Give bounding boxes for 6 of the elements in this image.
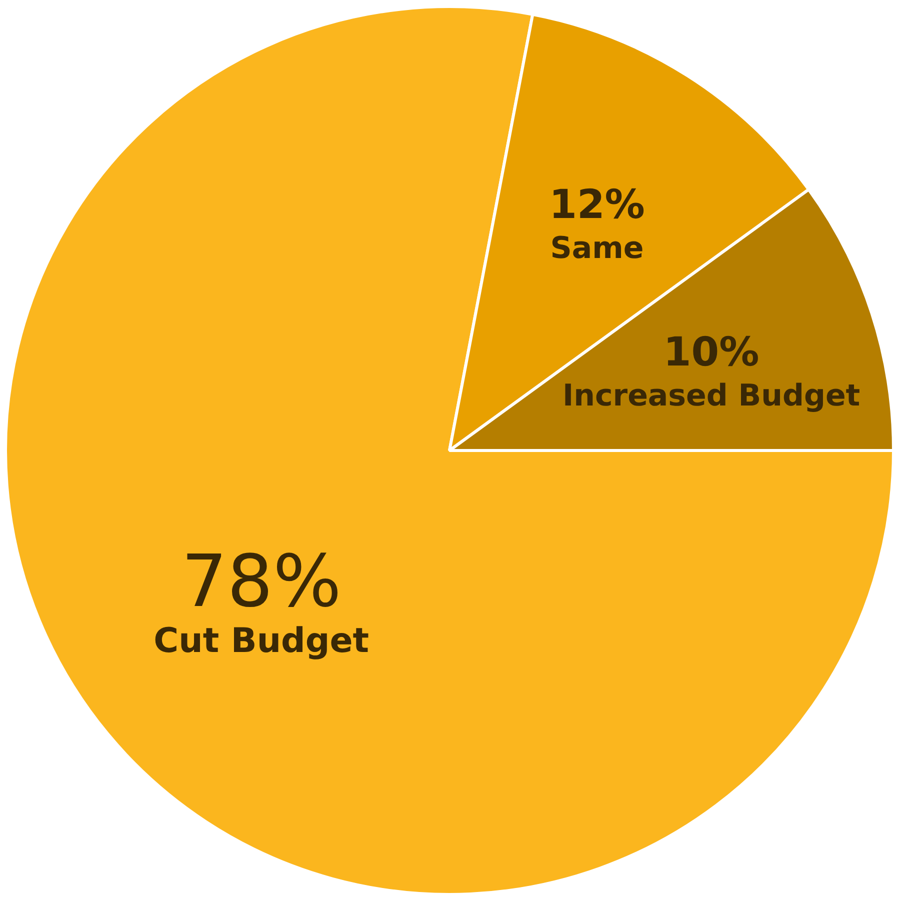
data-label: 10%: [663, 329, 760, 376]
slice-label: Increased Budget: [562, 378, 860, 414]
slice-label: Cut Budget: [154, 621, 370, 662]
data-label: 12%: [549, 182, 645, 228]
slice-label: Same: [550, 231, 644, 266]
data-label: 78%: [181, 539, 342, 624]
